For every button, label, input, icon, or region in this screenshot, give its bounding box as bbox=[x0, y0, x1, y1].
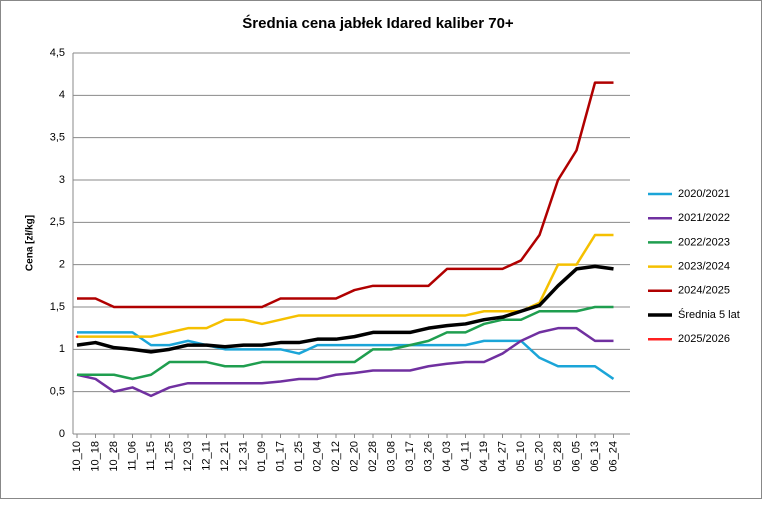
x-tick-label: 10_10 bbox=[71, 441, 83, 472]
x-tick-label: 05_10 bbox=[515, 441, 527, 472]
data-line bbox=[77, 81, 614, 309]
y-tick-label: 4 bbox=[59, 89, 65, 101]
x-tick-label: 06_05 bbox=[570, 441, 582, 472]
y-tick-label: 1,5 bbox=[50, 301, 65, 313]
y-tick-label: 4,5 bbox=[50, 47, 65, 59]
x-tick-label: 02_28 bbox=[367, 441, 379, 472]
legend-label: 2021/2022 bbox=[678, 212, 730, 224]
x-tick-label: 01_09 bbox=[256, 441, 268, 472]
x-tick-label: 06_13 bbox=[589, 441, 601, 472]
y-tick-label: 0,5 bbox=[50, 386, 65, 398]
x-tick-label: 12_31 bbox=[237, 441, 249, 472]
x-tick-label: 02_04 bbox=[311, 441, 323, 472]
x-tick-label: 12_11 bbox=[200, 441, 212, 471]
legend-label: 2024/2025 bbox=[678, 285, 730, 297]
x-tick-label: 06_24 bbox=[607, 441, 619, 472]
x-tick-label: 11_25 bbox=[163, 441, 175, 471]
x-tick-label: 05_28 bbox=[552, 441, 564, 472]
x-tick-label: 12_03 bbox=[182, 441, 194, 472]
x-tick-label: 05_20 bbox=[533, 441, 545, 472]
x-tick-label: 04_27 bbox=[496, 441, 508, 472]
legend-label: 2022/2023 bbox=[678, 236, 730, 248]
x-tick-label: 02_20 bbox=[348, 441, 360, 472]
y-tick-label: 1 bbox=[59, 343, 65, 355]
data-line bbox=[76, 264, 614, 354]
data-line bbox=[76, 326, 614, 398]
data-line bbox=[77, 331, 615, 380]
x-tick-label: 02_12 bbox=[330, 441, 342, 472]
x-tick-label: 12_21 bbox=[219, 441, 231, 472]
x-tick-label: 11_15 bbox=[145, 441, 157, 471]
y-tick-label: 2 bbox=[59, 259, 65, 271]
legend-label: 2023/2024 bbox=[678, 261, 730, 273]
legend-label: Średnia 5 lat bbox=[678, 308, 740, 321]
x-tick-label: 03_26 bbox=[422, 441, 434, 472]
x-tick-label: 01_17 bbox=[274, 441, 286, 472]
x-tick-label: 03_08 bbox=[385, 441, 397, 472]
legend-label: 2020/2021 bbox=[678, 188, 730, 200]
y-tick-label: 3 bbox=[59, 174, 65, 186]
x-tick-label: 03_17 bbox=[404, 441, 416, 472]
y-axis-label: Cena [zł/kg] bbox=[25, 215, 36, 271]
x-tick-label: 01_25 bbox=[293, 441, 305, 472]
chart-title: Średnia cena jabłek Idared kaliber 70+ bbox=[242, 14, 514, 32]
x-tick-label: 04_19 bbox=[478, 441, 490, 472]
x-tick-label: 04_11 bbox=[459, 441, 471, 471]
y-tick-label: 2,5 bbox=[50, 216, 65, 228]
x-tick-label: 10_28 bbox=[108, 441, 120, 472]
x-tick-label: 11_06 bbox=[126, 441, 138, 471]
y-tick-label: 3,5 bbox=[50, 132, 65, 144]
data-line bbox=[77, 305, 614, 381]
y-tick-label: 0 bbox=[59, 428, 65, 440]
x-tick-label: 04_03 bbox=[441, 441, 453, 472]
legend-label: 2025/2026 bbox=[678, 333, 730, 345]
x-tick-label: 10_18 bbox=[89, 441, 101, 472]
